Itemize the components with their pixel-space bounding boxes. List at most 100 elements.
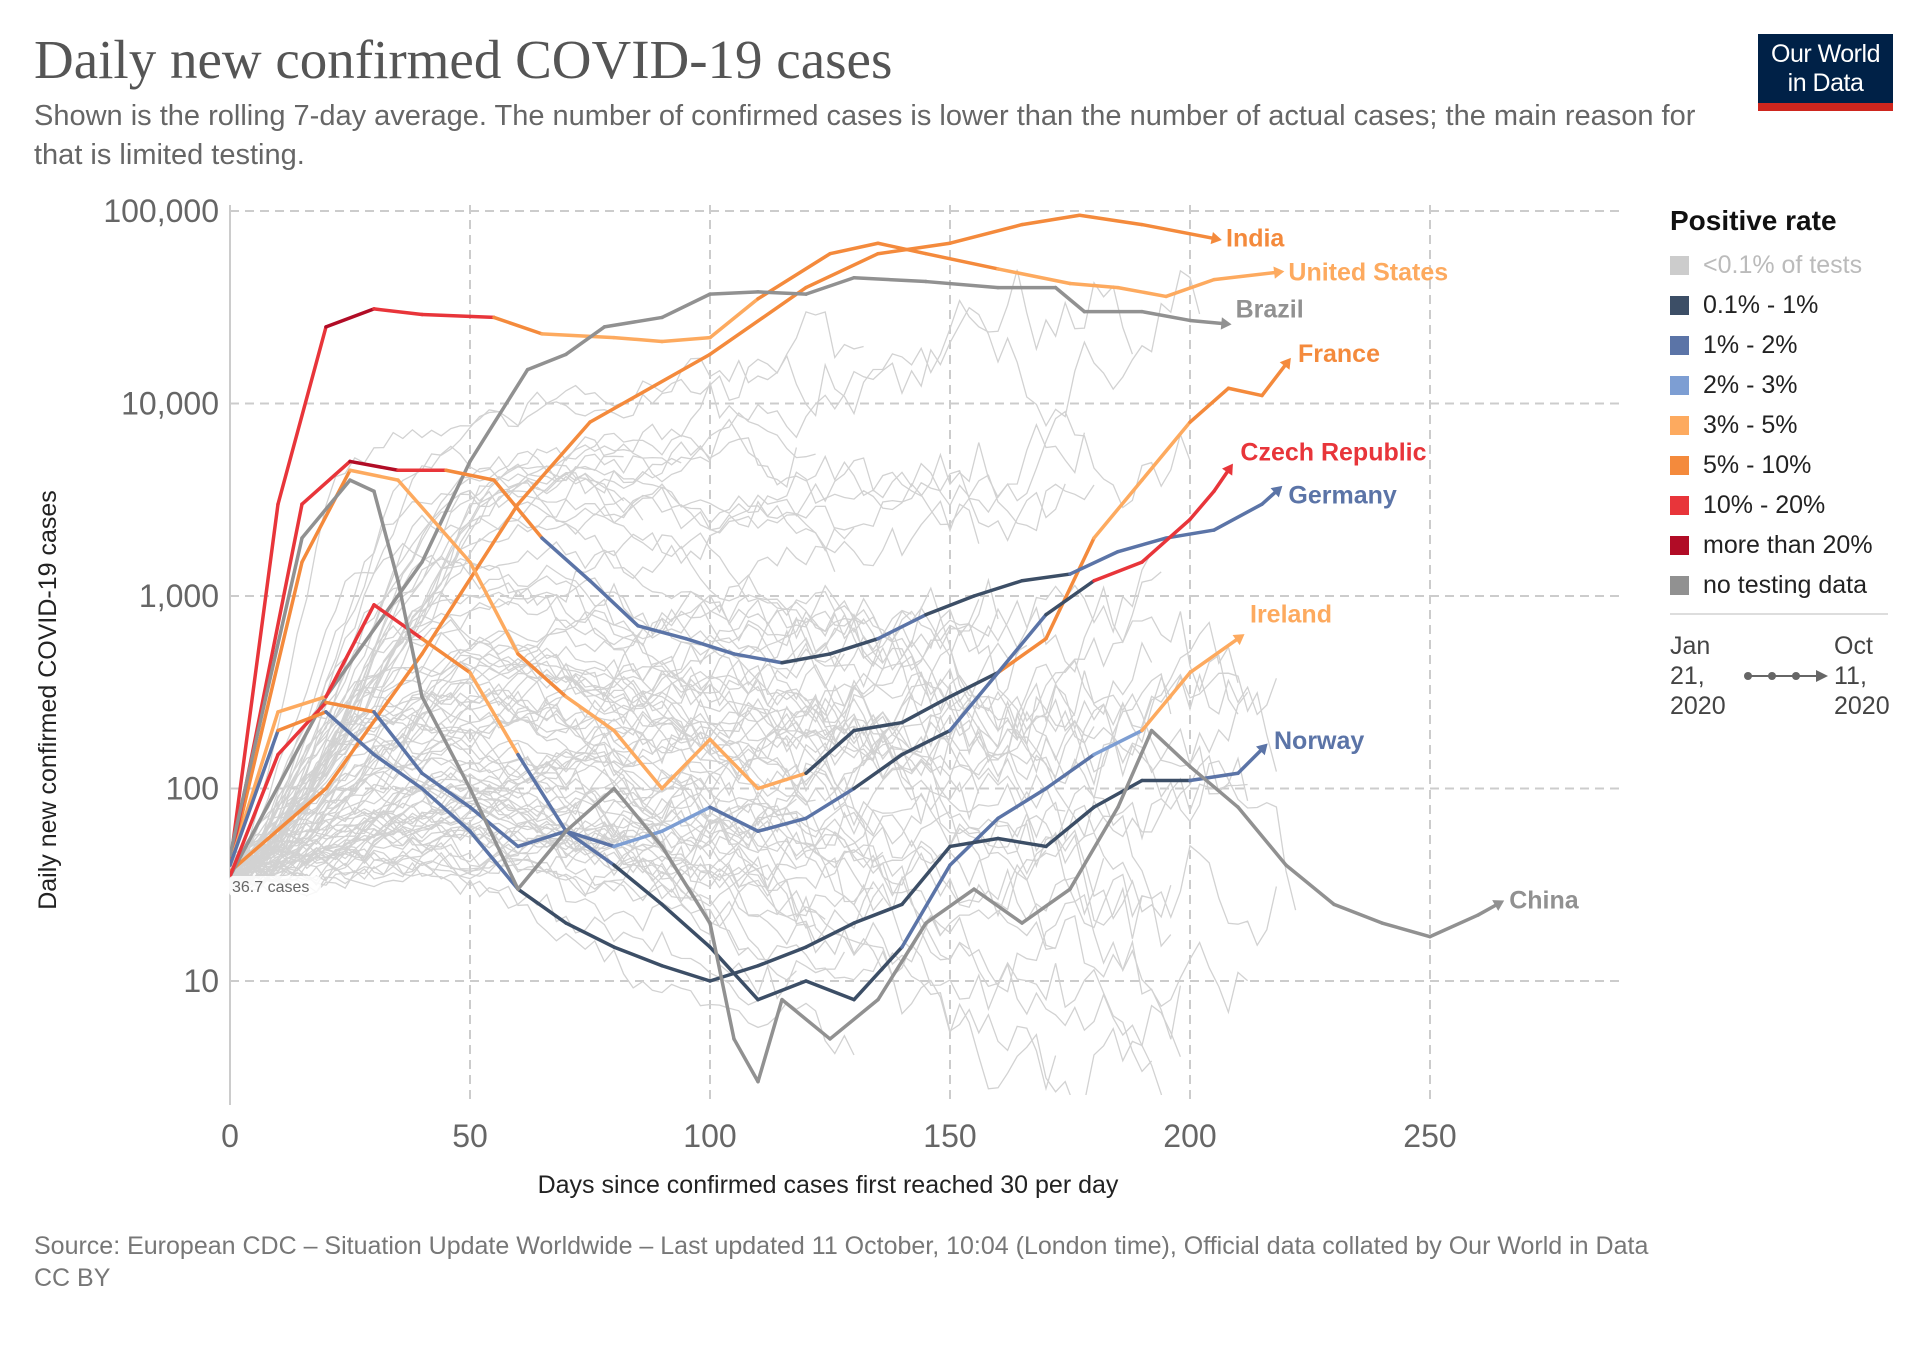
timeline[interactable]: Jan 21, 2020 Oct 11, 2020 — [1670, 631, 1910, 721]
series-segment — [516, 887, 568, 925]
series-norway[interactable] — [230, 710, 1268, 983]
series-segment — [1092, 728, 1144, 757]
series-segment — [612, 863, 664, 907]
legend-item-lo[interactable]: 3% - 5% — [1670, 405, 1910, 445]
legend-item-dr[interactable]: more than 20% — [1670, 525, 1910, 565]
series-segment — [828, 997, 880, 1041]
series-segment — [444, 468, 496, 482]
series-segment — [420, 459, 472, 564]
background-country-line — [230, 678, 1153, 1073]
background-country-line — [230, 611, 1239, 889]
series-end-arrow-icon — [1492, 900, 1505, 911]
legend-item-o[interactable]: 5% - 10% — [1670, 445, 1910, 485]
series-segment — [1092, 778, 1144, 809]
series-segment — [852, 720, 904, 733]
series-segment — [564, 694, 616, 733]
legend-label: 0.1% - 1% — [1703, 290, 1819, 319]
series-label[interactable]: Norway — [1274, 727, 1364, 755]
series-segment — [1188, 771, 1240, 783]
series-segment — [372, 307, 424, 317]
series-segment — [348, 468, 400, 482]
legend-item-b[interactable]: 1% - 2% — [1670, 325, 1910, 365]
background-country-line — [230, 741, 634, 887]
background-country-line — [230, 542, 970, 865]
series-segment — [996, 836, 1048, 849]
series-segment — [948, 836, 1000, 849]
series-segment — [276, 710, 328, 733]
series-segment — [516, 420, 592, 506]
start-annotation-text: 36.7 cases — [232, 879, 309, 896]
series-segment — [660, 292, 712, 320]
series-segment — [852, 752, 904, 791]
x-tick-label: 50 — [452, 1118, 488, 1154]
series-segment — [708, 285, 808, 357]
series-segment — [732, 1037, 760, 1084]
logo-line-1: Our World — [1771, 40, 1880, 68]
series-segment — [602, 315, 664, 329]
series-france[interactable] — [230, 357, 1291, 867]
series-label[interactable]: Czech Republic — [1240, 438, 1426, 466]
series-segment — [420, 502, 520, 656]
series-label[interactable]: Ireland — [1250, 601, 1332, 629]
background-country-line — [230, 653, 1278, 947]
series-segment — [756, 997, 784, 1084]
series-label[interactable]: Germany — [1288, 481, 1396, 509]
legend-item-g[interactable]: no testing data — [1670, 565, 1910, 605]
series-segment — [900, 728, 952, 757]
series-segment — [468, 367, 530, 464]
series-end-arrow-icon — [1232, 634, 1245, 646]
series-segment — [1140, 309, 1192, 323]
legend-item-d[interactable]: 0.1% - 1% — [1670, 285, 1910, 325]
legend-swatch — [1670, 495, 1689, 515]
legend-swatch — [1670, 255, 1689, 275]
timeline-start[interactable]: Jan 21, 2020 — [1670, 632, 1726, 720]
series-china[interactable] — [230, 478, 1505, 1084]
series-segment — [660, 737, 712, 791]
series-segment — [564, 829, 616, 867]
series-brazil[interactable] — [230, 276, 1232, 879]
series-segment — [468, 829, 520, 891]
series-label[interactable]: United States — [1288, 258, 1448, 286]
series-segment — [1476, 902, 1499, 917]
legend-item-lb[interactable]: 2% - 3% — [1670, 365, 1910, 405]
series-segment — [1044, 579, 1096, 617]
series-segment — [636, 624, 688, 641]
legend-label: more than 20% — [1703, 530, 1873, 559]
series-segment — [996, 267, 1072, 286]
series-segment — [1068, 281, 1120, 290]
series-segment — [876, 241, 928, 256]
series-segment — [468, 670, 520, 757]
series-czech-republic[interactable] — [230, 463, 1233, 879]
series-segment — [660, 844, 712, 925]
series-segment — [1332, 902, 1384, 925]
series-segment — [492, 315, 544, 336]
series-united-states[interactable] — [230, 241, 1285, 867]
series-segment — [588, 352, 712, 424]
series-segment — [708, 737, 760, 791]
legend-swatch — [1670, 295, 1689, 315]
background-country-line — [230, 687, 922, 869]
owid-logo[interactable]: Our World in Data — [1758, 34, 1893, 111]
series-label[interactable]: France — [1298, 340, 1380, 368]
series-india[interactable] — [230, 213, 1222, 874]
series-segment — [1188, 489, 1216, 522]
series-segment — [948, 670, 1000, 699]
series-label[interactable]: Brazil — [1236, 296, 1304, 324]
series-segment — [1380, 921, 1432, 939]
legend-item-r[interactable]: 10% - 20% — [1670, 485, 1910, 525]
series-segment — [230, 728, 280, 867]
series-segment — [420, 771, 472, 809]
series-label[interactable]: India — [1226, 224, 1285, 252]
series-label[interactable]: China — [1509, 886, 1580, 914]
series-segment — [324, 603, 376, 699]
license-link[interactable]: CC BY — [34, 1264, 111, 1292]
series-segment — [372, 710, 424, 776]
x-tick-label: 100 — [683, 1118, 736, 1154]
series-segment — [1164, 528, 1216, 540]
series-segment — [612, 945, 664, 968]
timeline-end[interactable]: Oct 11, 2020 — [1834, 632, 1890, 720]
series-segment — [924, 887, 976, 925]
series-segment — [230, 560, 304, 867]
series-end-arrow-icon — [1273, 266, 1285, 279]
legend-item-lt01[interactable]: <0.1% of tests — [1670, 245, 1910, 285]
